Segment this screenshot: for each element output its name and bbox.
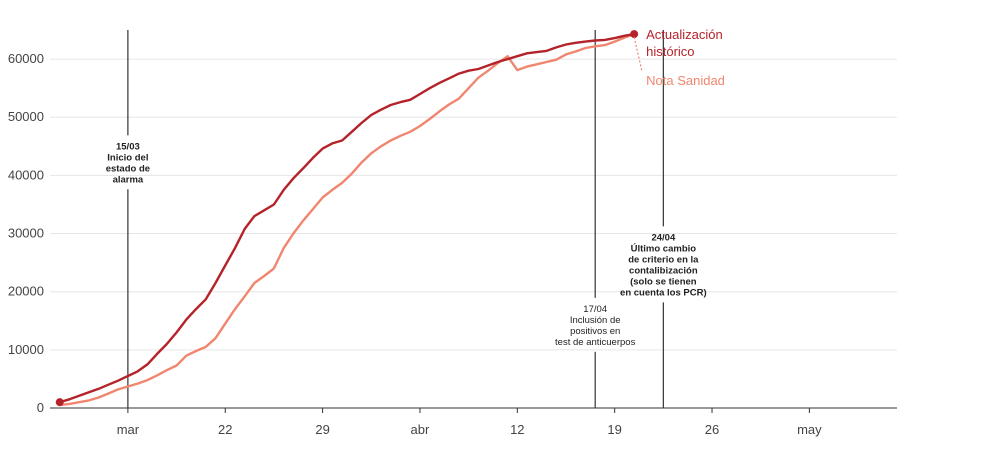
legend-label: Actualización histórico (646, 27, 723, 59)
series-line (58, 32, 636, 407)
event-annotation-line: contalibización (629, 265, 698, 276)
event-annotation-line: en cuenta los PCR) (620, 287, 707, 298)
x-tick-label: 19 (607, 422, 621, 437)
y-tick-label: 30000 (8, 226, 44, 241)
event-annotation-line: 15/03 (116, 141, 140, 152)
event-annotation-line: de criterio en la (628, 254, 699, 265)
y-tick-label: 40000 (8, 167, 44, 182)
x-tick-label: may (797, 422, 822, 437)
event-annotation-line: Inclusión de (570, 315, 621, 326)
x-tick-label: 29 (315, 422, 329, 437)
y-tick-label: 10000 (8, 342, 44, 357)
legend-connector (633, 36, 643, 73)
x-tick-label: 12 (510, 422, 524, 437)
event-annotation-line: 24/04 (651, 232, 675, 243)
legend: Actualización histórico Nota Sanidad (633, 27, 725, 88)
y-tick-label: 60000 (8, 51, 44, 66)
y-axis: 0 10000 20000 30000 40000 50000 60000 (8, 51, 44, 415)
event-annotation-line: Inicio del (107, 152, 148, 163)
event-annotation-line: 17/04 (583, 304, 607, 315)
event-annotation-line: (solo se tienen (630, 276, 697, 287)
event-annotation-line: estado de (106, 163, 150, 174)
x-tick-label: 26 (705, 422, 719, 437)
y-tick-label: 20000 (8, 284, 44, 299)
series-lines (55, 30, 639, 407)
event-annotation-line: test de anticuerpos (555, 337, 636, 348)
event-annotation-line: alarma (113, 174, 144, 185)
x-axis: mar 22 29 abr 12 19 26 may (50, 407, 897, 437)
legend-label: Nota Sanidad (646, 73, 725, 88)
x-tick-label: abr (411, 422, 430, 437)
series-line (58, 32, 636, 404)
series-point (55, 398, 64, 407)
series-point (630, 30, 639, 39)
event-annotation-line: positivos en (570, 326, 620, 337)
y-tick-label: 50000 (8, 109, 44, 124)
gridlines (50, 58, 897, 351)
x-tick-label: 22 (218, 422, 232, 437)
y-tick-label: 0 (37, 400, 44, 415)
event-annotation-line: Último cambio (631, 242, 697, 254)
x-tick-label: mar (117, 422, 140, 437)
